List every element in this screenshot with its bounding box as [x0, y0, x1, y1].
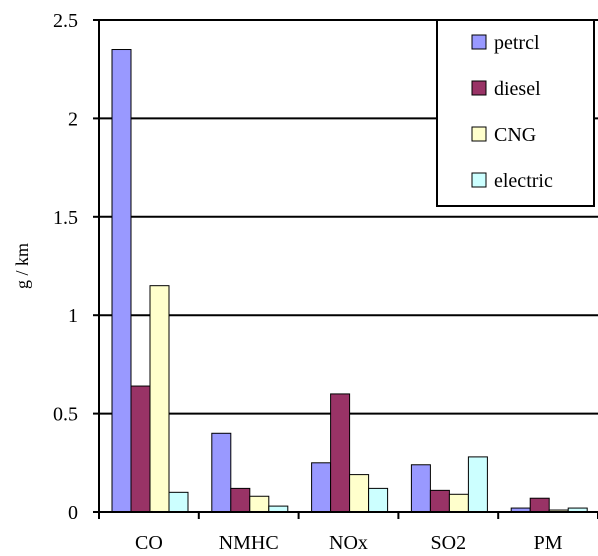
- legend-swatch-diesel: [471, 80, 487, 96]
- bar-diesel-NOx: [330, 393, 351, 513]
- bar-electric-SO2: [467, 456, 488, 513]
- y-axis-ticks: 0 0.5 1 1.5 2 2.5: [53, 10, 99, 524]
- x-tick-label: SO2: [431, 532, 467, 554]
- legend-label-electric: electric: [494, 170, 553, 192]
- y-tick-label: 1: [68, 305, 78, 327]
- x-tick-label: NOx: [329, 532, 368, 554]
- legend-swatch-electric: [471, 172, 487, 188]
- bars: [111, 49, 588, 513]
- legend-swatch-CNG: [471, 126, 487, 142]
- y-axis-label: g / km: [12, 243, 32, 289]
- bar-petrcl-NMHC: [211, 432, 232, 513]
- x-tick-label: CO: [135, 532, 163, 554]
- x-axis-ticks: CO NMHC NOx SO2 PM: [98, 512, 598, 554]
- y-tick-label: 2: [68, 108, 78, 130]
- bar-diesel-SO2: [429, 489, 450, 513]
- bar-CNG-SO2: [448, 493, 469, 513]
- legend: petrcl diesel CNG electric: [436, 19, 595, 207]
- bar-petrcl-NOx: [311, 462, 332, 513]
- bar-diesel-CO: [130, 385, 151, 513]
- legend-label-diesel: diesel: [494, 78, 541, 100]
- y-tick-label: 0.5: [53, 404, 78, 426]
- legend-label-petrcl: petrcl: [494, 32, 540, 54]
- y-tick-label: 1.5: [53, 207, 78, 229]
- legend-swatch-petrcl: [471, 34, 487, 50]
- bar-petrcl-SO2: [410, 464, 431, 513]
- x-tick-label: NMHC: [219, 532, 279, 554]
- y-tick-label: 2.5: [53, 10, 78, 32]
- bar-electric-CO: [168, 491, 189, 513]
- axes: [98, 20, 598, 513]
- x-tick-label: PM: [534, 532, 563, 554]
- legend-label-CNG: CNG: [494, 124, 536, 146]
- bar-CNG-NMHC: [249, 495, 270, 513]
- bar-petrcl-CO: [111, 49, 132, 513]
- bar-electric-NOx: [368, 487, 389, 513]
- bar-diesel-NMHC: [230, 487, 251, 513]
- y-tick-label: 0: [68, 502, 78, 524]
- bar-CNG-NOx: [349, 474, 370, 513]
- legend-box: [436, 19, 595, 207]
- bar-diesel-PM: [529, 497, 550, 513]
- bar-CNG-CO: [149, 285, 170, 513]
